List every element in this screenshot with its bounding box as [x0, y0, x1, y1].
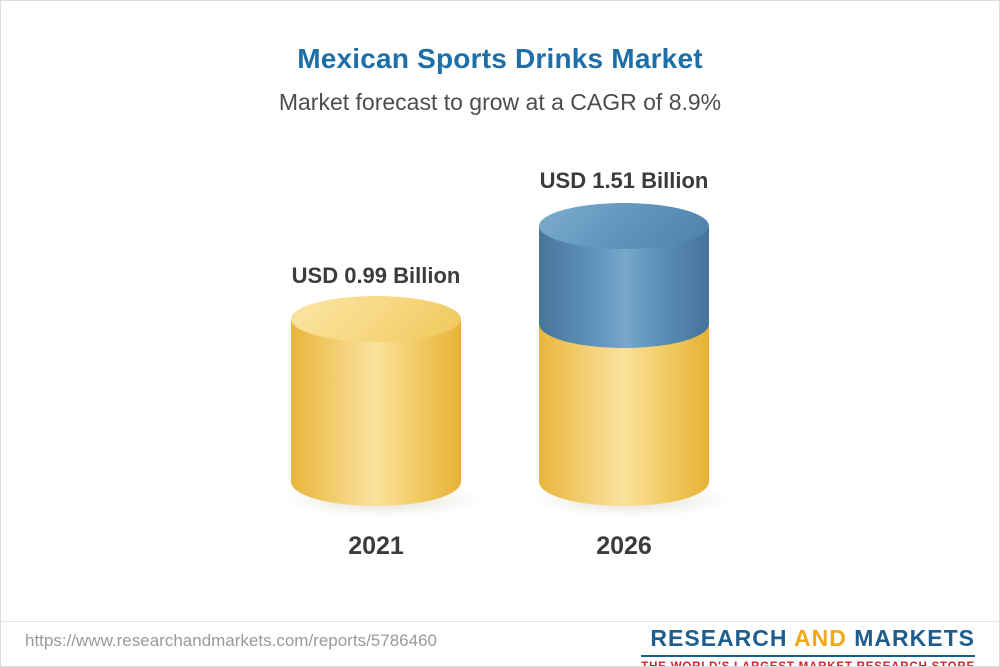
logo-tagline: THE WORLD'S LARGEST MARKET RESEARCH STOR…: [641, 661, 975, 667]
footer-divider: [1, 621, 999, 622]
x-axis-label-2026: 2026: [596, 532, 652, 560]
value-label-2021: USD 0.99 Billion: [291, 263, 461, 288]
logo-word-and: AND: [794, 625, 847, 651]
chart-subtitle: Market forecast to grow at a CAGR of 8.9…: [278, 89, 722, 115]
logo-divider-line: [641, 655, 975, 657]
logo-wordmark: RESEARCH AND MARKETS: [641, 625, 975, 652]
x-axis-label-2021: 2021: [348, 532, 404, 560]
logo-word-markets: MARKETS: [854, 625, 975, 651]
report-url: https://www.researchandmarkets.com/repor…: [25, 631, 437, 650]
bar-2021-body: [291, 319, 461, 506]
bar-2026-base-segment: [539, 321, 709, 506]
bar-2021-top-cap: [291, 296, 461, 342]
value-label-2026: USD 1.51 Billion: [539, 168, 709, 193]
research-and-markets-logo: RESEARCH AND MARKETS THE WORLD'S LARGEST…: [641, 625, 975, 667]
chart-title: Mexican Sports Drinks Market: [297, 43, 703, 74]
logo-word-research: RESEARCH: [650, 625, 788, 651]
bar-2026-top-cap: [539, 203, 709, 249]
